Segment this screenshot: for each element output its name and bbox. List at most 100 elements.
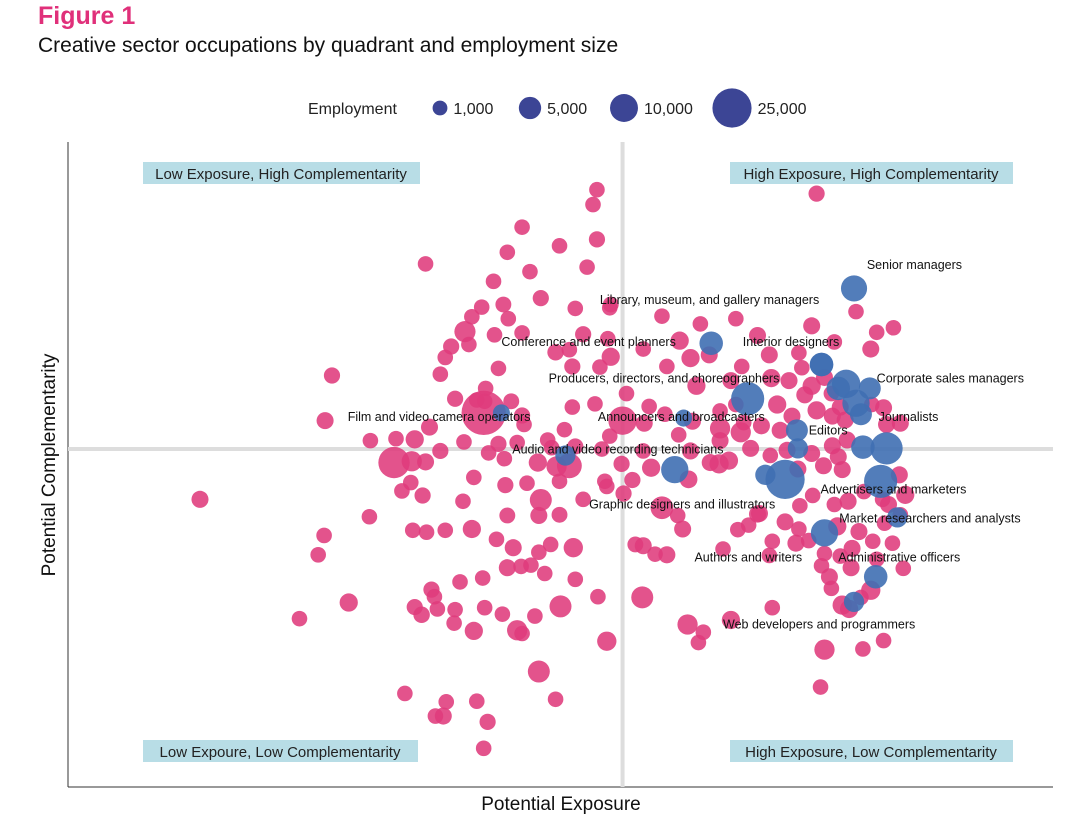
occupation-point — [438, 694, 455, 710]
occupation-point — [361, 508, 378, 525]
occupation-point — [456, 434, 472, 450]
occupation-point — [539, 432, 556, 448]
occupation-point — [762, 447, 779, 464]
occupation-point — [647, 546, 663, 562]
occupation-point — [681, 348, 700, 368]
occupation-point — [807, 401, 826, 420]
highlighted-point — [851, 435, 875, 459]
occupation-point — [466, 469, 482, 486]
occupation-point — [587, 396, 603, 412]
occupation-point — [414, 487, 431, 504]
occupation-point — [513, 558, 529, 575]
quadrant-text: Low Exposure, High Complementarity — [155, 166, 407, 183]
occupation-point — [631, 586, 654, 609]
occupation-point — [635, 443, 652, 459]
occupation-point — [480, 445, 497, 461]
occupation-point — [561, 341, 578, 358]
occupation-point — [597, 631, 617, 651]
occupation-point — [476, 599, 493, 616]
occupation-point — [764, 599, 781, 616]
occupation-point — [752, 417, 770, 435]
occupation-point — [362, 432, 379, 449]
occupation-point — [310, 547, 326, 563]
occupation-point — [875, 632, 892, 649]
occupation-point — [848, 303, 864, 320]
highlighted-point — [842, 389, 870, 417]
occupation-label: Authors and writers — [694, 550, 802, 564]
occupation-point — [601, 299, 618, 316]
occupation-point — [418, 524, 435, 541]
occupation-point — [598, 478, 615, 495]
highlighted-point — [810, 519, 839, 547]
occupation-point — [654, 308, 670, 324]
occupation-point — [514, 325, 530, 341]
occupation-point — [316, 527, 332, 544]
occupation-point — [504, 539, 522, 557]
occupation-point — [464, 308, 480, 325]
occupation-point — [764, 533, 781, 550]
occupation-point — [634, 537, 652, 555]
occupation-point — [446, 390, 464, 407]
occupation-point — [488, 531, 505, 548]
occupation-point — [426, 588, 443, 605]
highlighted-point — [787, 438, 809, 459]
occupation-point — [378, 446, 410, 479]
occupation-point — [527, 660, 550, 683]
occupation-point — [323, 367, 341, 384]
occupation-point — [417, 453, 435, 471]
occupation-point — [507, 620, 528, 641]
occupation-point — [527, 608, 543, 624]
occupation-point — [891, 414, 909, 432]
occupation-point — [832, 548, 849, 564]
occupation-point — [608, 406, 637, 435]
legend-label: 5,000 — [547, 101, 587, 118]
occupation-point — [829, 448, 847, 466]
occupation-point — [494, 606, 511, 622]
highlighted-point — [863, 564, 888, 589]
occupation-point — [862, 340, 880, 358]
occupation-point — [791, 345, 807, 361]
occupation-point — [531, 544, 547, 561]
occupation-point — [413, 606, 430, 624]
occupation-point — [499, 507, 516, 524]
occupation-point — [432, 442, 449, 460]
occupation-point — [567, 571, 584, 588]
quadrant-label-top-left: Low Exposure, High Complementarity — [143, 162, 420, 184]
highlighted-point — [887, 507, 908, 528]
occupation-point — [468, 693, 485, 710]
occupation-point — [735, 414, 752, 431]
occupation-point — [826, 334, 843, 350]
occupation-point — [670, 427, 687, 443]
occupation-point — [594, 441, 610, 457]
occupation-point — [742, 439, 760, 457]
occupation-point — [585, 196, 601, 213]
occupation-point — [316, 412, 334, 430]
occupation-point — [864, 533, 881, 550]
quadrant-text: High Exposure, High Complementarity — [743, 166, 999, 183]
occupation-point — [551, 473, 568, 490]
occupation-point — [692, 316, 709, 332]
highlighted-point — [555, 445, 576, 466]
highlighted-point — [840, 275, 868, 302]
occupation-point — [427, 708, 444, 724]
occupation-point — [618, 385, 635, 402]
occupation-point — [437, 349, 454, 366]
occupation-point — [291, 610, 308, 627]
occupation-point — [462, 519, 481, 539]
occupation-point — [474, 570, 491, 586]
occupation-point — [715, 541, 731, 557]
occupation-point — [730, 521, 746, 538]
occupation-point — [669, 507, 686, 524]
occupation-point — [833, 461, 851, 479]
occupation-point — [516, 416, 532, 433]
occupation-point — [896, 485, 915, 504]
occupation-point — [497, 477, 514, 494]
occupation-point — [563, 538, 583, 558]
occupation-point — [812, 679, 829, 695]
occupation-point — [635, 341, 652, 357]
occupation-point — [499, 244, 516, 261]
occupation-point — [429, 601, 446, 617]
occupation-point — [479, 713, 496, 730]
occupation-label: Corporate sales managers — [877, 372, 1024, 386]
